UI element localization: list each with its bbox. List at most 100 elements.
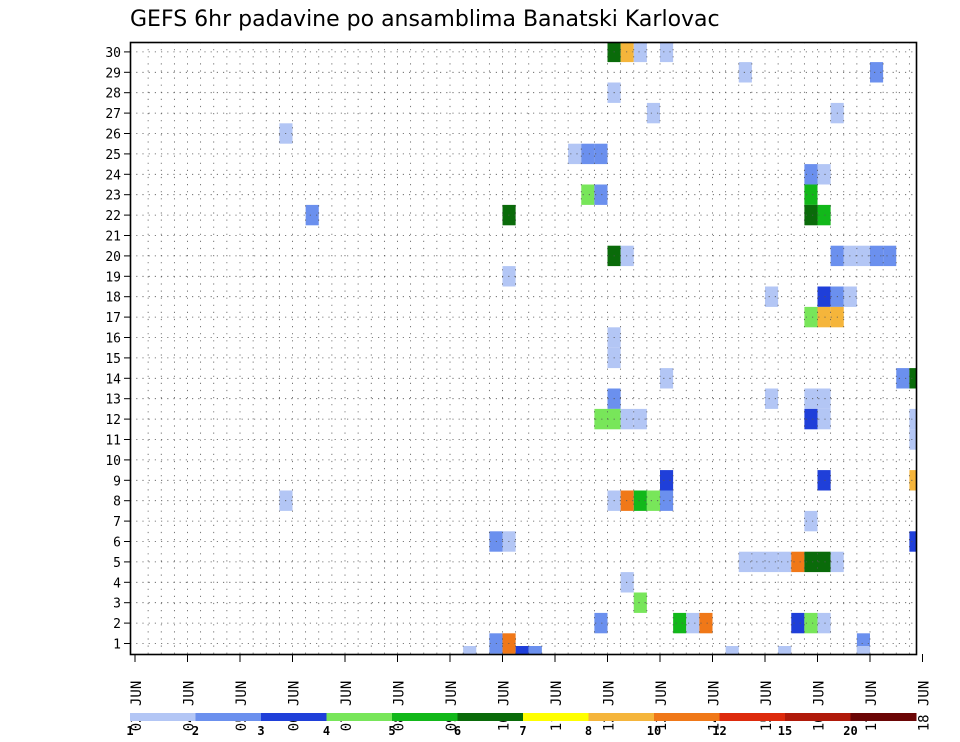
plot-frame <box>129 41 918 656</box>
data-cell <box>909 429 917 450</box>
data-cell <box>633 408 647 430</box>
data-cell <box>594 143 608 165</box>
data-cells <box>279 42 917 654</box>
data-cell <box>305 204 319 226</box>
colorbar-label: 15 <box>778 724 792 738</box>
data-cell <box>804 164 818 185</box>
y-tick-label: 22 <box>105 209 121 224</box>
data-cell <box>791 612 805 634</box>
y-tick-label: 25 <box>105 148 121 163</box>
x-tick-label: 10 JUN <box>497 681 513 732</box>
data-cell <box>804 204 818 226</box>
data-cell <box>738 551 752 573</box>
colorbar-swatch <box>588 713 655 721</box>
data-cell <box>673 612 687 634</box>
data-cell <box>804 306 818 328</box>
x-tick-label: 15 JUN <box>759 681 775 732</box>
data-cell <box>765 388 779 409</box>
chart-title: GEFS 6hr padavine po ansamblima Banatski… <box>130 7 720 32</box>
colorbar-label: 8 <box>585 724 592 738</box>
data-cell <box>594 408 608 430</box>
y-tick-label: 2 <box>113 617 121 632</box>
colorbar-label: 6 <box>454 724 461 738</box>
data-cell <box>909 531 917 552</box>
colorbar-swatch <box>654 713 720 721</box>
data-cell <box>909 408 917 430</box>
colorbar-label: 3 <box>257 724 264 738</box>
data-cell <box>883 245 897 267</box>
data-cell <box>686 612 700 634</box>
data-cell <box>778 551 792 573</box>
y-tick-label: 9 <box>113 474 121 489</box>
colorbar-swatch <box>392 713 458 721</box>
data-cell <box>856 245 871 267</box>
data-cell <box>660 490 674 511</box>
data-cell <box>594 612 608 634</box>
data-cell <box>660 470 674 491</box>
y-tick-label: 12 <box>105 413 121 428</box>
y-tick-label: 8 <box>113 495 121 510</box>
data-cell <box>817 551 831 573</box>
data-cell <box>738 62 752 83</box>
colorbar-swatch <box>850 713 917 721</box>
dotted-grid <box>130 42 916 654</box>
colorbar-swatch <box>261 713 327 721</box>
colorbar-swatch <box>326 713 393 721</box>
data-cell <box>804 510 818 532</box>
y-tick-label: 14 <box>105 372 121 387</box>
colorbar-label: 20 <box>843 724 857 738</box>
x-tick-label: 16 JUN <box>812 681 828 732</box>
colorbar-swatch <box>785 713 851 721</box>
y-tick-label: 24 <box>105 168 121 183</box>
y-tick-label: 23 <box>105 189 121 204</box>
data-cell <box>765 551 779 573</box>
colorbar-label: 5 <box>388 724 395 738</box>
y-tick-label: 27 <box>105 107 121 122</box>
colorbar-label: 4 <box>323 724 330 738</box>
colorbar-swatch <box>130 713 196 721</box>
y-tick-label: 1 <box>113 638 121 653</box>
data-cell <box>725 646 739 654</box>
x-tick-label: 06 JUN <box>287 681 303 732</box>
data-cell <box>660 42 674 63</box>
y-tick-label: 26 <box>105 128 121 143</box>
y-tick-label: 21 <box>105 230 121 245</box>
data-cell <box>633 490 647 511</box>
data-cell <box>528 646 542 654</box>
y-tick-label: 15 <box>105 352 121 367</box>
colorbar-swatch <box>195 713 262 721</box>
colorbar-label: 12 <box>712 724 726 738</box>
data-cell <box>804 388 818 409</box>
data-cell <box>765 286 779 307</box>
x-tick-label: 18 JUN <box>917 681 933 732</box>
data-cell <box>817 470 831 491</box>
data-cell <box>646 490 661 511</box>
colorbar-label: 7 <box>519 724 526 738</box>
colorbar-swatch <box>719 713 786 721</box>
y-tick-label: 17 <box>105 311 121 326</box>
colorbar-label: 2 <box>192 724 199 738</box>
x-tick-label: 17 JUN <box>864 681 880 732</box>
data-cell <box>870 62 884 83</box>
data-cell <box>856 646 871 654</box>
y-tick-label: 5 <box>113 556 121 571</box>
y-tick-label: 7 <box>113 515 121 530</box>
data-cell <box>804 551 818 573</box>
y-tick-label: 3 <box>113 597 121 612</box>
data-cell <box>804 184 818 205</box>
y-tick-label: 6 <box>113 536 121 551</box>
data-cell <box>804 408 818 430</box>
data-cell <box>817 408 831 430</box>
data-cell <box>817 388 831 409</box>
data-cell <box>699 612 713 634</box>
x-tick-label: 11 JUN <box>549 681 565 732</box>
data-cell <box>646 102 661 124</box>
colorbar-swatch <box>523 713 589 721</box>
y-tick-label: 28 <box>105 87 121 102</box>
y-tick-label: 29 <box>105 66 121 81</box>
data-cell <box>778 646 792 654</box>
x-tick-label: 07 JUN <box>339 681 355 732</box>
colorbar-label: 1 <box>126 724 133 738</box>
data-cell <box>581 184 595 205</box>
